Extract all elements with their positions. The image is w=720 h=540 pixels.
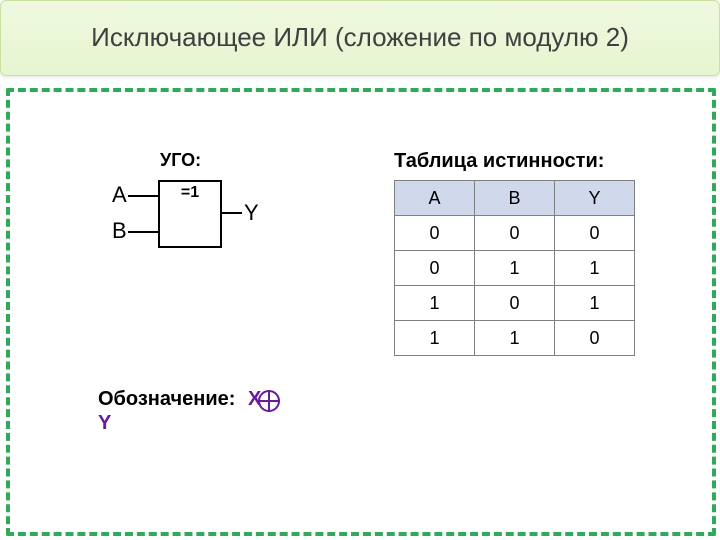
ugo-label: УГО: xyxy=(160,150,201,171)
table-row: 0 1 1 xyxy=(395,251,635,286)
table-cell: 1 xyxy=(475,321,555,356)
xor-plus-v-icon xyxy=(268,390,270,412)
table-cell: 0 xyxy=(475,216,555,251)
table-row: 1 1 0 xyxy=(395,321,635,356)
table-header: Y xyxy=(555,181,635,216)
table-cell: 1 xyxy=(395,321,475,356)
table-row: 1 0 1 xyxy=(395,286,635,321)
table-cell: 0 xyxy=(555,321,635,356)
gate-text: =1 xyxy=(181,184,199,201)
table-cell: 0 xyxy=(395,216,475,251)
title-bar: Исключающее ИЛИ (сложение по модулю 2) xyxy=(0,0,720,76)
table-cell: 1 xyxy=(395,286,475,321)
gate-input-b-label: B xyxy=(112,218,127,244)
slide: Исключающее ИЛИ (сложение по модулю 2) У… xyxy=(0,0,720,540)
table-cell: 0 xyxy=(555,216,635,251)
table-cell: 1 xyxy=(555,251,635,286)
truth-table-label: Таблица истинности: xyxy=(394,150,604,173)
table-cell: 0 xyxy=(475,286,555,321)
table-header: A xyxy=(395,181,475,216)
wire-a xyxy=(128,195,158,197)
xor-circle-icon xyxy=(258,390,280,412)
table-cell: 1 xyxy=(475,251,555,286)
xor-gate-symbol: =1 xyxy=(158,180,222,248)
table-cell: 0 xyxy=(395,251,475,286)
table-cell: 1 xyxy=(555,286,635,321)
table-row: 0 0 0 xyxy=(395,216,635,251)
gate-input-a-label: A xyxy=(112,182,127,208)
xor-operator-icon xyxy=(258,390,280,412)
notation-y: Y xyxy=(98,412,111,435)
table-header-row: A B Y xyxy=(395,181,635,216)
notation-label: Обозначение: xyxy=(98,388,235,411)
wire-b xyxy=(128,231,158,233)
slide-title: Исключающее ИЛИ (сложение по модулю 2) xyxy=(91,22,629,53)
truth-table: A B Y 0 0 0 0 1 1 1 0 1 1 1 0 xyxy=(394,180,635,356)
gate-output-label: Y xyxy=(244,200,259,226)
table-header: B xyxy=(475,181,555,216)
